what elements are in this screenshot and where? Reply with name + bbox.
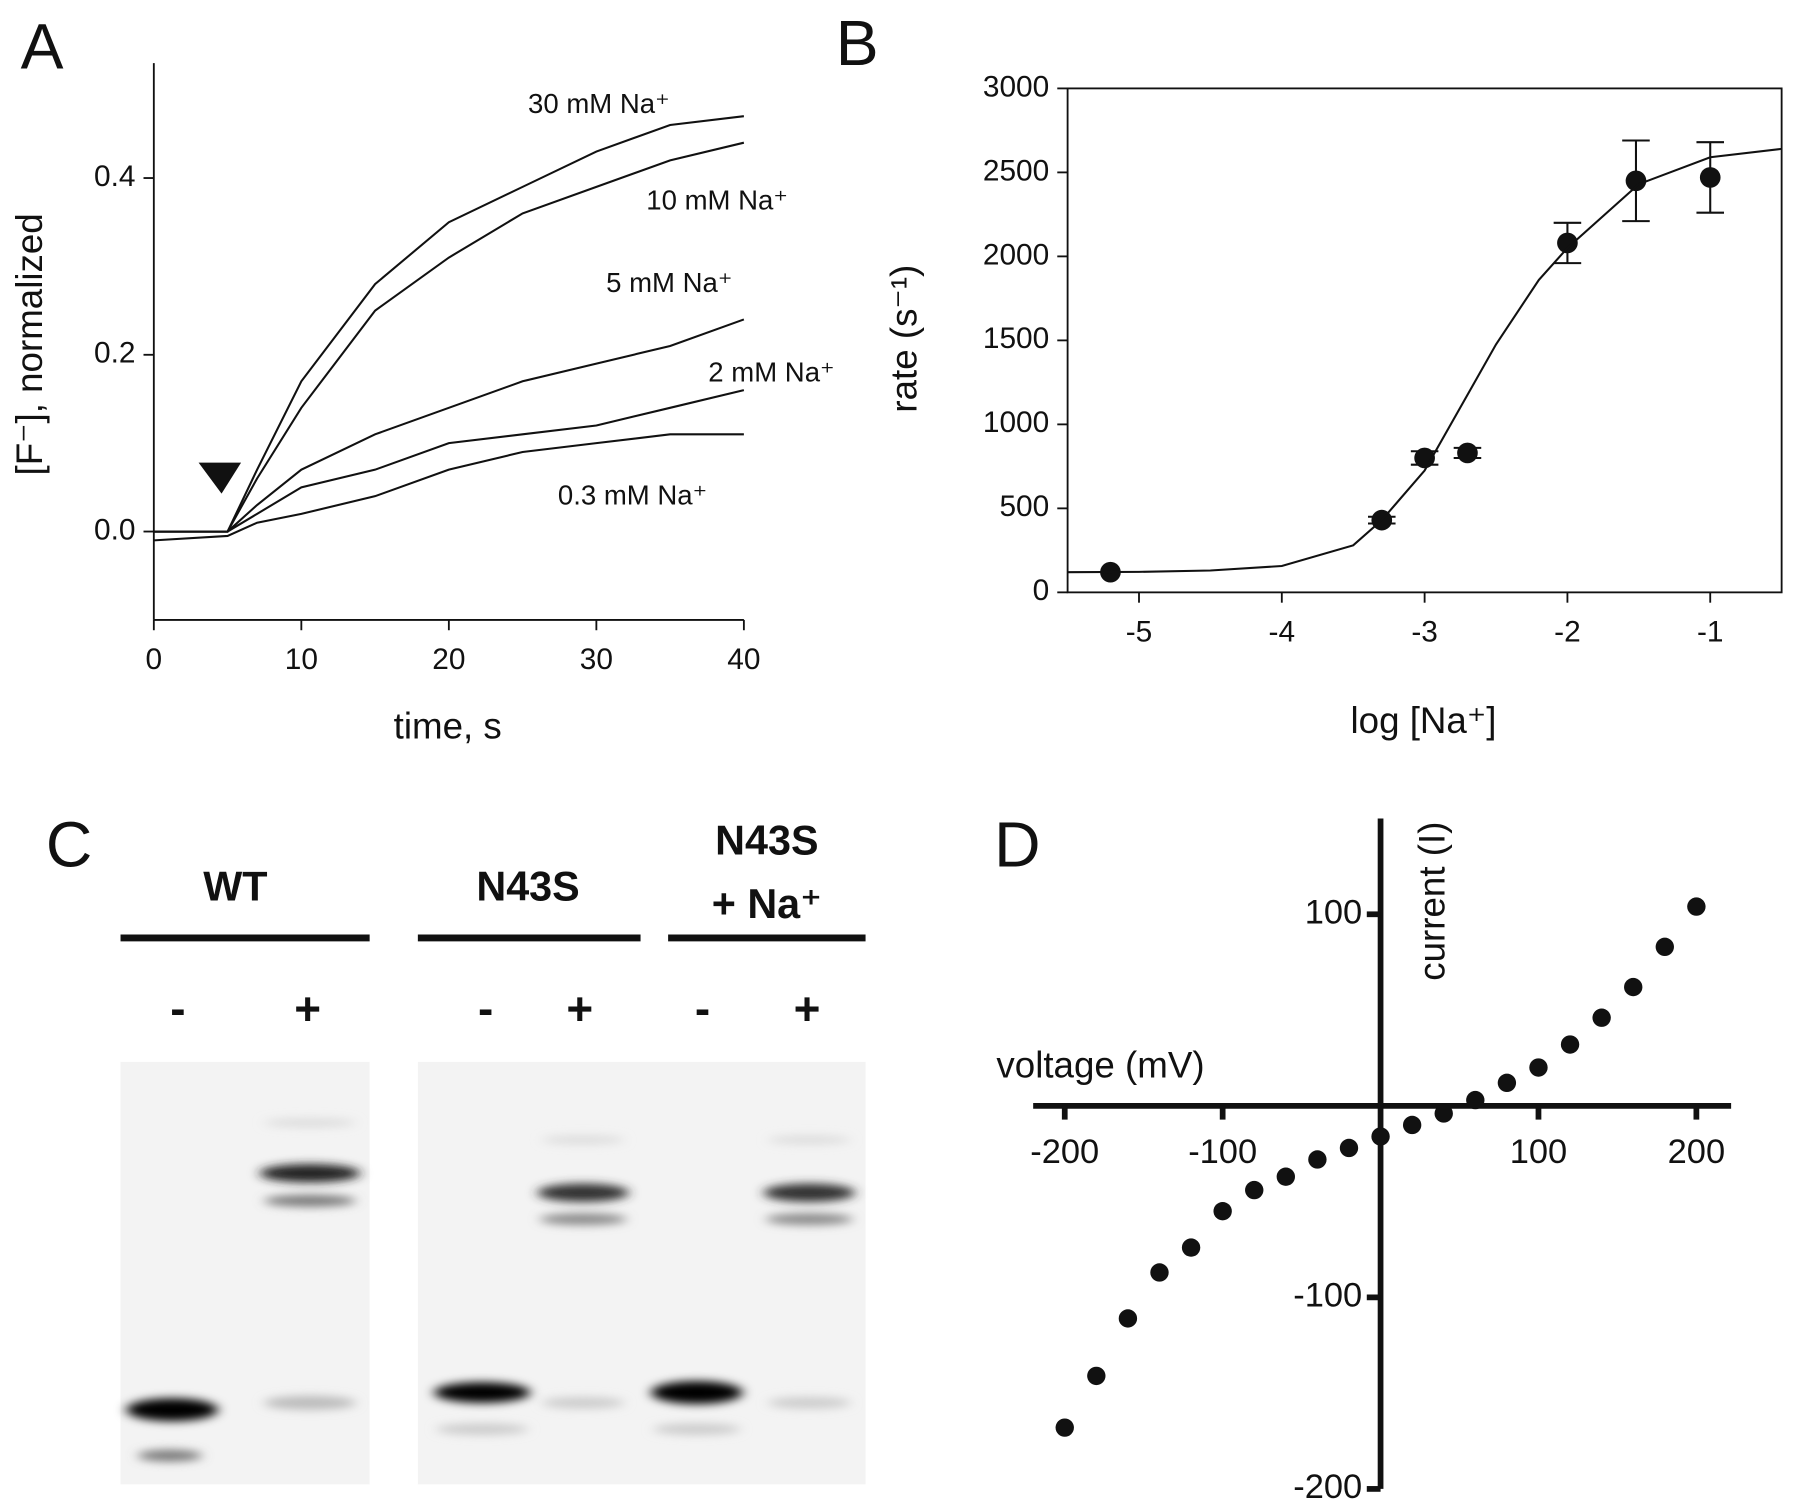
panel-letter: C: [46, 808, 92, 880]
data-point: [1592, 1008, 1611, 1027]
plot-frame: [1066, 87, 1783, 594]
y-tick-label: 1500: [983, 322, 1049, 355]
x-tick-label: -100: [1188, 1133, 1257, 1171]
panel-letter: D: [994, 808, 1040, 880]
data-point: [1655, 937, 1674, 957]
x-tick-label: 0: [146, 643, 163, 676]
arrowhead: [198, 462, 242, 494]
data-point: [1055, 1418, 1074, 1437]
group-label: N43S: [476, 864, 579, 910]
x-tick-label: -1: [1697, 616, 1724, 649]
y-axis-title: current (I): [1412, 822, 1453, 981]
data-point: [1308, 1150, 1327, 1169]
data-point: [1276, 1167, 1296, 1186]
y-tick-label: 0.2: [94, 337, 135, 370]
y-tick-label: 0.0: [94, 513, 135, 546]
data-point: [1245, 1180, 1264, 1200]
x-tick-label: -2: [1554, 616, 1581, 649]
y-tick-label: 3000: [983, 70, 1049, 103]
trace: [153, 141, 745, 533]
lane-label: +: [794, 983, 821, 1035]
series-label: 10 mM Na⁺: [646, 184, 788, 215]
data-point: [1087, 1366, 1106, 1386]
x-tick-label: 10: [285, 643, 318, 676]
trace: [153, 115, 745, 533]
y-tick-label: 100: [1305, 893, 1362, 931]
data-point: [1457, 442, 1478, 464]
data-point: [1371, 1127, 1390, 1146]
data-point: [1213, 1201, 1232, 1221]
y-tick-label: -200: [1293, 1468, 1362, 1505]
x-axis-title: log [Na⁺]: [1351, 700, 1497, 741]
gel-bands: [126, 1118, 856, 1462]
x-tick-label: 100: [1510, 1133, 1567, 1171]
y-tick-label: 2500: [983, 154, 1049, 187]
lane-label: -: [170, 983, 185, 1035]
y-axis-title: [F⁻], normalized: [9, 213, 50, 475]
lane-label: -: [695, 983, 710, 1035]
data-point: [1699, 167, 1721, 188]
y-tick-label: 0: [1033, 574, 1050, 607]
trace: [153, 433, 744, 542]
data-point: [1466, 1090, 1485, 1110]
data-point: [1529, 1058, 1548, 1077]
y-tick-label: -100: [1293, 1276, 1362, 1314]
group-label: WT: [203, 864, 267, 910]
trace: [153, 318, 745, 533]
trace: [153, 389, 745, 533]
data-point: [1339, 1138, 1359, 1158]
x-tick-label: 30: [580, 643, 613, 676]
data-point: [1625, 170, 1647, 192]
y-tick-label: 2000: [983, 238, 1049, 271]
x-tick-label: -4: [1269, 616, 1296, 649]
data-point: [1402, 1115, 1422, 1135]
data-point: [1624, 977, 1643, 997]
series-label: 30 mM Na⁺: [528, 88, 670, 119]
y-tick-label: 500: [999, 490, 1049, 523]
data-point: [1560, 1035, 1580, 1054]
x-axis-title: time, s: [394, 706, 502, 747]
series-label: 5 mM Na⁺: [606, 267, 732, 298]
series-label: 0.3 mM Na⁺: [558, 479, 707, 510]
data-point: [1687, 897, 1706, 916]
gel-panel: [417, 1061, 866, 1485]
data-point: [1118, 1309, 1138, 1328]
data-point: [1150, 1263, 1169, 1282]
x-tick-label: 40: [727, 643, 760, 676]
lane-label: +: [294, 983, 321, 1035]
lane-label: -: [478, 983, 493, 1035]
data-point: [1497, 1073, 1517, 1093]
group-label: + Na⁺: [712, 881, 822, 927]
data-point: [1434, 1104, 1453, 1123]
y-tick-label: 1000: [983, 406, 1049, 439]
data-point: [1181, 1238, 1201, 1257]
x-tick-label: -200: [1030, 1133, 1099, 1171]
data-point: [1557, 232, 1578, 254]
x-tick-label: 20: [432, 643, 465, 676]
panel-letter: A: [21, 11, 64, 83]
x-tick-label: -3: [1411, 616, 1438, 649]
x-axis-title: voltage (mV): [996, 1044, 1204, 1085]
x-tick-label: 200: [1668, 1133, 1725, 1171]
group-label: N43S: [715, 818, 818, 864]
series-label: 2 mM Na⁺: [708, 357, 834, 388]
lane-label: +: [566, 983, 593, 1035]
fit-curve: [1067, 147, 1782, 574]
panel-letter: B: [836, 7, 879, 79]
x-tick-label: -5: [1126, 616, 1153, 649]
y-axis-title: rate (s⁻¹): [884, 265, 925, 413]
y-tick-label: 0.4: [94, 160, 135, 193]
